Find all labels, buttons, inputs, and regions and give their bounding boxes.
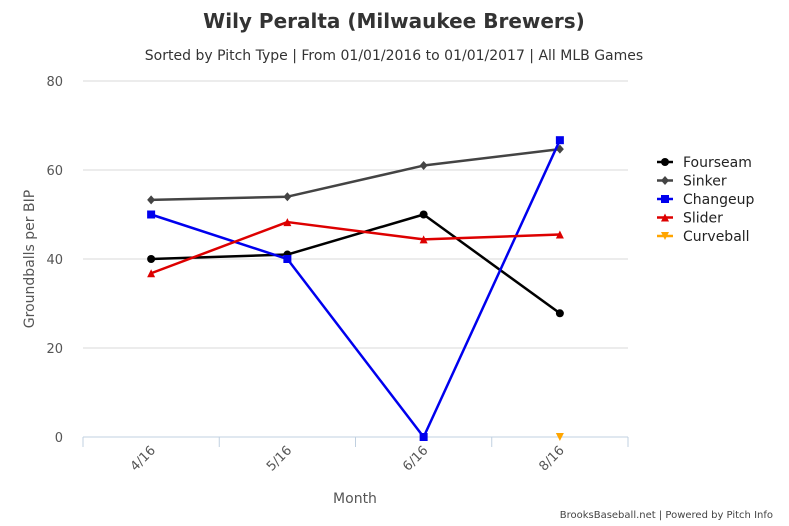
data-point-changeup[interactable]: [283, 255, 292, 263]
y-tick-label: 80: [46, 75, 63, 90]
series-curveball: [555, 433, 564, 441]
series-changeup: [147, 136, 564, 441]
series-fourseam: [147, 210, 564, 318]
axes: 0 20 40 60 80 4/16 5/16 6/16 8/16: [46, 75, 629, 474]
legend-marker-curveball: [661, 232, 669, 240]
data-point-sinker[interactable]: [283, 192, 292, 202]
y-tick-label: 20: [46, 342, 63, 357]
y-axis-label: Groundballs per BIP: [22, 190, 38, 328]
legend-label-slider: Slider: [683, 211, 723, 227]
legend-marker-slider: [661, 213, 669, 222]
legend-item-changeup[interactable]: Changeup: [657, 192, 754, 208]
legend-marker-changeup: [661, 195, 669, 203]
x-tick-label: 5/16: [264, 443, 295, 474]
data-point-changeup[interactable]: [555, 136, 564, 145]
legend-label-sinker: Sinker: [683, 174, 727, 190]
chart-title: Wily Peralta (Milwaukee Brewers): [203, 9, 585, 33]
y-tick-label: 60: [46, 164, 63, 179]
legend-marker-fourseam: [661, 158, 669, 166]
legend-label-changeup: Changeup: [683, 192, 754, 208]
legend-label-curveball: Curveball: [683, 229, 750, 245]
series-line-slider: [150, 220, 560, 275]
data-point-changeup[interactable]: [419, 433, 428, 441]
series-lines: [147, 136, 564, 441]
x-tick-label: 4/16: [128, 443, 159, 474]
x-tick-label: 6/16: [400, 443, 431, 474]
data-point-sinker[interactable]: [147, 195, 156, 205]
data-point-slider[interactable]: [555, 230, 564, 239]
legend-item-fourseam[interactable]: Fourseam: [657, 155, 752, 171]
series-line-sinker: [151, 147, 561, 202]
data-point-sinker[interactable]: [419, 161, 428, 171]
x-axis-label: Month: [333, 491, 377, 507]
gridlines: [83, 80, 628, 349]
legend-item-slider[interactable]: Slider: [657, 211, 723, 227]
data-point-curveball[interactable]: [555, 433, 564, 441]
legend-label-fourseam: Fourseam: [683, 155, 752, 171]
chart-subtitle: Sorted by Pitch Type | From 01/01/2016 t…: [145, 48, 643, 64]
y-tick-label: 40: [46, 253, 63, 268]
series-sinker: [147, 144, 564, 205]
legend-marker-sinker: [661, 176, 669, 185]
x-tick-label: 8/16: [536, 443, 567, 474]
data-point-slider[interactable]: [419, 235, 428, 244]
data-point-fourseam[interactable]: [147, 255, 156, 263]
data-point-fourseam[interactable]: [419, 210, 428, 219]
data-point-slider[interactable]: [283, 218, 292, 227]
series-line-fourseam: [151, 213, 561, 315]
y-tick-label: 0: [55, 431, 63, 446]
series-slider: [147, 218, 564, 278]
legend-item-curveball[interactable]: Curveball: [657, 229, 750, 245]
series-line-changeup: [150, 139, 562, 439]
legend-item-sinker[interactable]: Sinker: [657, 174, 727, 190]
legend[interactable]: Fourseam Sinker Changeup Slider Curveball: [657, 155, 754, 245]
data-point-slider[interactable]: [147, 269, 156, 278]
credits-text[interactable]: BrooksBaseball.net | Powered by Pitch In…: [560, 510, 773, 521]
data-point-fourseam[interactable]: [555, 309, 564, 318]
data-point-changeup[interactable]: [147, 210, 156, 219]
